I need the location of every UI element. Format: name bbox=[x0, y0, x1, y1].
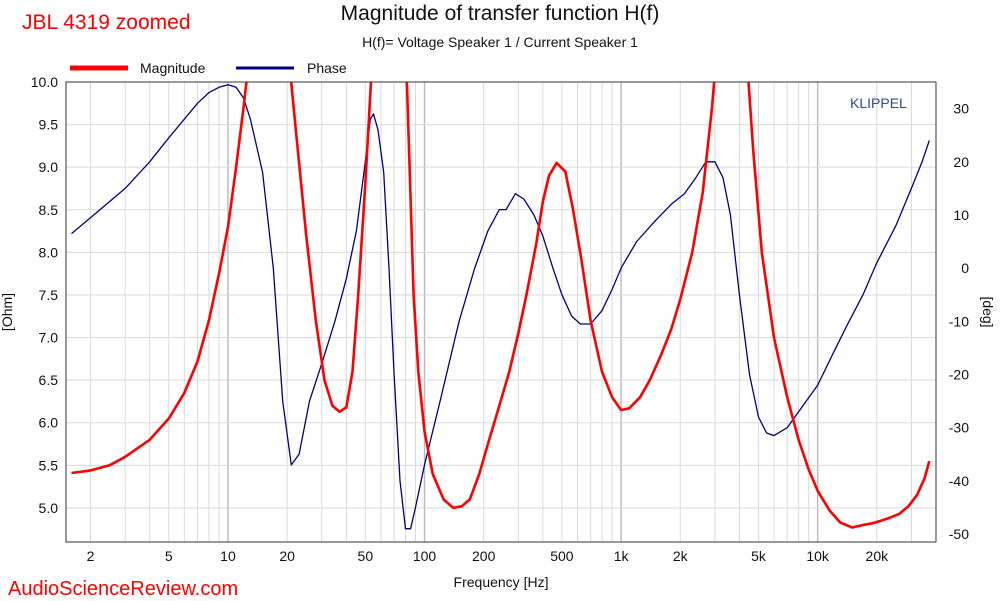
x-tick-label: 200 bbox=[472, 548, 496, 564]
y2-tick-label: -30 bbox=[949, 420, 969, 436]
y2-tick-label: -10 bbox=[949, 313, 969, 329]
x-tick-label: 2k bbox=[673, 548, 689, 564]
x-tick-label: 20 bbox=[279, 548, 295, 564]
y-tick-label: 7.5 bbox=[39, 287, 59, 303]
y2-tick-label: 10 bbox=[953, 207, 969, 223]
y-tick-label: 10.0 bbox=[31, 74, 58, 90]
x-tick-label: 100 bbox=[413, 548, 437, 564]
y-tick-label: 5.0 bbox=[39, 500, 59, 516]
y-tick-label: 7.0 bbox=[39, 330, 59, 346]
x-tick-label: 500 bbox=[550, 548, 574, 564]
legend-phase-label: Phase bbox=[307, 60, 347, 76]
y2-tick-label: -40 bbox=[949, 473, 969, 489]
brand-label: KLIPPEL bbox=[850, 95, 907, 111]
x-tick-label: 50 bbox=[358, 548, 374, 564]
y2-tick-label: -50 bbox=[949, 526, 969, 542]
y2-tick-label: 0 bbox=[961, 260, 969, 276]
y-tick-label: 5.5 bbox=[39, 457, 59, 473]
y-tick-label: 8.0 bbox=[39, 244, 59, 260]
x-tick-label: 20k bbox=[866, 548, 890, 564]
legend: Magnitude Phase bbox=[70, 60, 347, 76]
plot-frame bbox=[65, 81, 937, 543]
watermark: AudioScienceReview.com bbox=[8, 578, 239, 600]
x-tick-label: 1k bbox=[614, 548, 630, 564]
y2-tick-label: -20 bbox=[949, 366, 969, 382]
y-tick-label: 9.0 bbox=[39, 159, 59, 175]
phase-curve bbox=[71, 84, 930, 530]
y-axis-label: [Ohm] bbox=[0, 293, 15, 331]
x-tick-label: 5 bbox=[165, 548, 173, 564]
corner-title: JBL 4319 zoomed bbox=[22, 11, 191, 34]
magnitude-curve bbox=[71, 82, 931, 529]
chart-subtitle: H(f)= Voltage Speaker 1 / Current Speake… bbox=[362, 34, 638, 50]
y2-tick-label: 20 bbox=[953, 154, 969, 170]
x-tick-label: 2 bbox=[87, 548, 95, 564]
y2-tick-label: 30 bbox=[953, 101, 969, 117]
x-tick-label: 5k bbox=[751, 548, 767, 564]
chart-title: Magnitude of transfer function H(f) bbox=[340, 2, 660, 25]
y-tick-label: 9.5 bbox=[39, 117, 59, 133]
y-tick-label: 8.5 bbox=[39, 202, 59, 218]
x-axis-label: Frequency [Hz] bbox=[454, 574, 549, 590]
y-tick-label: 6.5 bbox=[39, 372, 59, 388]
y-tick-label: 6.0 bbox=[39, 415, 59, 431]
x-tick-label: 10k bbox=[806, 548, 830, 564]
legend-magnitude-label: Magnitude bbox=[140, 60, 206, 76]
y2-axis-label: [deg] bbox=[980, 296, 996, 327]
x-tick-label: 10 bbox=[220, 548, 236, 564]
